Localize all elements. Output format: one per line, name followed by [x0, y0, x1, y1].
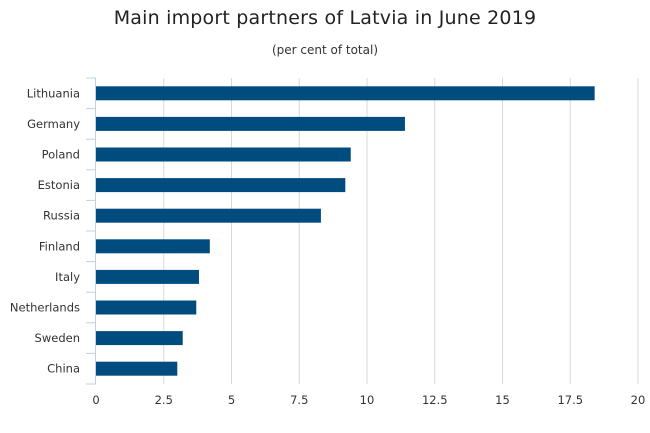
category-label: Germany [27, 117, 80, 131]
category-label: Russia [43, 209, 80, 223]
x-tick-label: 5 [228, 393, 235, 407]
bar-netherlands [96, 300, 197, 315]
x-tick-label: 12.5 [422, 393, 448, 407]
category-label: Netherlands [10, 301, 80, 315]
category-label: China [47, 362, 80, 376]
x-tick-label: 2.5 [155, 393, 173, 407]
chart-subtitle: (per cent of total) [271, 43, 379, 57]
bar-china [96, 361, 178, 376]
bar-russia [96, 208, 321, 223]
chart-title: Main import partners of Latvia in June 2… [113, 7, 537, 29]
x-tick-label: 0 [92, 393, 99, 407]
category-label: Estonia [38, 178, 80, 192]
category-label: Lithuania [27, 86, 80, 100]
x-tick-label: 15 [495, 393, 510, 407]
x-tick-label: 10 [360, 393, 375, 407]
x-tick-label: 7.5 [290, 393, 308, 407]
category-label: Poland [42, 148, 80, 162]
category-label: Sweden [35, 331, 80, 345]
x-tick-label: 17.5 [557, 393, 583, 407]
bar-lithuania [96, 86, 595, 101]
bar-sweden [96, 331, 183, 346]
bar-germany [96, 116, 405, 131]
bar-italy [96, 269, 199, 284]
x-tick-label: 20 [631, 393, 646, 407]
category-label: Italy [55, 270, 80, 284]
bar-finland [96, 239, 210, 254]
category-label: Finland [39, 239, 80, 253]
bar-estonia [96, 178, 346, 193]
bar-poland [96, 147, 351, 162]
